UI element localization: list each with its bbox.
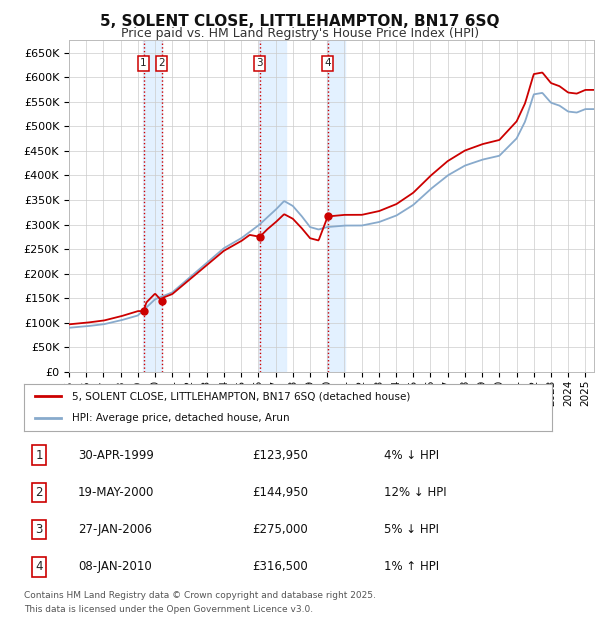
- Text: 30-APR-1999: 30-APR-1999: [78, 449, 154, 462]
- Text: 2: 2: [158, 58, 165, 68]
- Text: 3: 3: [256, 58, 263, 68]
- Text: 1: 1: [140, 58, 147, 68]
- Text: 1% ↑ HPI: 1% ↑ HPI: [384, 560, 439, 574]
- Text: This data is licensed under the Open Government Licence v3.0.: This data is licensed under the Open Gov…: [24, 604, 313, 614]
- Bar: [143, 40, 162, 372]
- Bar: [328, 40, 345, 372]
- Bar: [259, 40, 286, 372]
- Text: £144,950: £144,950: [252, 486, 308, 499]
- Text: 3: 3: [35, 523, 43, 536]
- Text: 08-JAN-2010: 08-JAN-2010: [78, 560, 152, 574]
- Text: 2: 2: [35, 486, 43, 499]
- Text: 1: 1: [35, 449, 43, 462]
- Text: 5, SOLENT CLOSE, LITTLEHAMPTON, BN17 6SQ (detached house): 5, SOLENT CLOSE, LITTLEHAMPTON, BN17 6SQ…: [71, 391, 410, 401]
- Text: £275,000: £275,000: [252, 523, 308, 536]
- Text: 19-MAY-2000: 19-MAY-2000: [78, 486, 154, 499]
- Text: 4: 4: [35, 560, 43, 574]
- Text: £316,500: £316,500: [252, 560, 308, 574]
- Text: Contains HM Land Registry data © Crown copyright and database right 2025.: Contains HM Land Registry data © Crown c…: [24, 591, 376, 600]
- Text: £123,950: £123,950: [252, 449, 308, 462]
- Text: Price paid vs. HM Land Registry's House Price Index (HPI): Price paid vs. HM Land Registry's House …: [121, 27, 479, 40]
- Text: 5, SOLENT CLOSE, LITTLEHAMPTON, BN17 6SQ: 5, SOLENT CLOSE, LITTLEHAMPTON, BN17 6SQ: [100, 14, 500, 29]
- Text: HPI: Average price, detached house, Arun: HPI: Average price, detached house, Arun: [71, 413, 289, 423]
- Text: 5% ↓ HPI: 5% ↓ HPI: [384, 523, 439, 536]
- Text: 12% ↓ HPI: 12% ↓ HPI: [384, 486, 446, 499]
- Text: 4% ↓ HPI: 4% ↓ HPI: [384, 449, 439, 462]
- Text: 4: 4: [325, 58, 331, 68]
- Text: 27-JAN-2006: 27-JAN-2006: [78, 523, 152, 536]
